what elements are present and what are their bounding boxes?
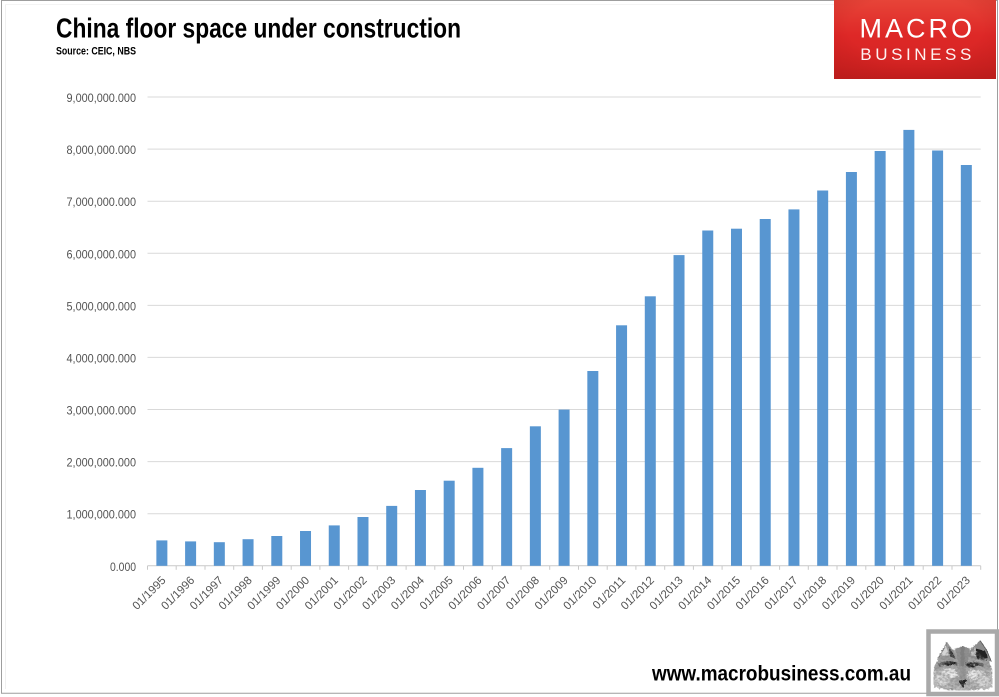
svg-text:4,000,000.000: 4,000,000.000 (67, 353, 137, 365)
svg-text:China floor space under constr: China floor space under construction (56, 13, 461, 44)
svg-text:0.000: 0.000 (110, 562, 136, 574)
svg-text:7,000,000.000: 7,000,000.000 (67, 197, 137, 209)
svg-text:2,000,000.000: 2,000,000.000 (67, 458, 137, 470)
svg-text:1,000,000.000: 1,000,000.000 (67, 510, 137, 522)
svg-text:3,000,000.000: 3,000,000.000 (67, 406, 137, 418)
svg-text:6,000,000.000: 6,000,000.000 (67, 249, 137, 261)
svg-text:8,000,000.000: 8,000,000.000 (67, 145, 137, 157)
svg-text:5,000,000.000: 5,000,000.000 (67, 301, 137, 313)
svg-text:BUSINESS: BUSINESS (860, 45, 971, 64)
svg-text:9,000,000.000: 9,000,000.000 (67, 93, 137, 105)
svg-text:www.macrobusiness.com.au: www.macrobusiness.com.au (651, 663, 911, 686)
svg-text:MACRO: MACRO (860, 13, 973, 43)
svg-text:Source: CEIC, NBS: Source: CEIC, NBS (56, 46, 136, 58)
